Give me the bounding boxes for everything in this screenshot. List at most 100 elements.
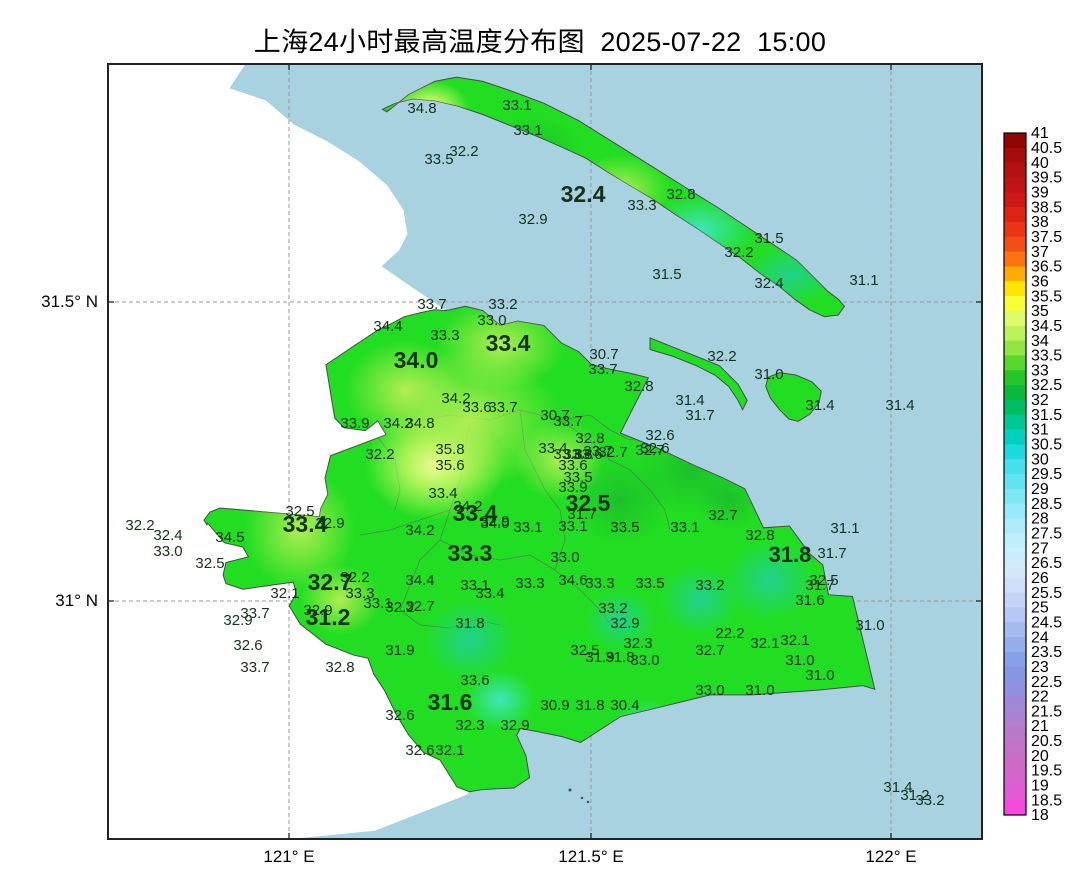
svg-text:22.2: 22.2	[715, 625, 744, 642]
svg-text:31.6: 31.6	[428, 689, 473, 715]
svg-text:32.1: 32.1	[780, 632, 809, 649]
svg-text:34.5: 34.5	[215, 529, 244, 546]
svg-text:33.7: 33.7	[417, 296, 446, 313]
svg-text:33.1: 33.1	[513, 519, 542, 536]
svg-text:32.8: 32.8	[624, 378, 653, 395]
svg-text:31.9: 31.9	[385, 642, 414, 659]
svg-text:32.2: 32.2	[340, 569, 369, 586]
svg-text:34.6: 34.6	[558, 572, 587, 589]
svg-text:32.9: 32.9	[223, 612, 252, 629]
svg-text:34.0: 34.0	[480, 515, 509, 532]
svg-text:31.8: 31.8	[455, 615, 484, 632]
svg-text:32.8: 32.8	[666, 186, 695, 203]
svg-text:32.3: 32.3	[455, 717, 484, 734]
svg-text:33.3: 33.3	[627, 197, 656, 214]
svg-text:32.9: 32.9	[518, 211, 547, 228]
svg-text:33.6: 33.6	[460, 672, 489, 689]
svg-text:32.9: 32.9	[610, 615, 639, 632]
svg-text:33.2: 33.2	[488, 296, 517, 313]
svg-text:35.8: 35.8	[435, 441, 464, 458]
svg-text:32.6: 32.6	[233, 637, 262, 654]
svg-text:30.4: 30.4	[610, 697, 639, 714]
svg-text:33.0: 33.0	[550, 549, 579, 566]
svg-text:33.7: 33.7	[553, 413, 582, 430]
svg-text:33.7: 33.7	[240, 659, 269, 676]
svg-text:31° N: 31° N	[55, 591, 98, 610]
svg-text:33.9: 33.9	[340, 415, 369, 432]
svg-text:33.4: 33.4	[486, 330, 531, 356]
svg-text:31.1: 31.1	[830, 520, 859, 537]
svg-text:34.0: 34.0	[394, 347, 439, 373]
svg-text:31.0: 31.0	[754, 366, 783, 383]
svg-text:33.3: 33.3	[585, 575, 614, 592]
svg-text:31.5° N: 31.5° N	[41, 292, 98, 311]
svg-text:32.2: 32.2	[707, 348, 736, 365]
svg-text:31.7: 31.7	[817, 545, 846, 562]
svg-text:33.3: 33.3	[430, 327, 459, 344]
svg-text:33.1: 33.1	[513, 122, 542, 139]
svg-text:32.7: 32.7	[708, 507, 737, 524]
svg-text:33.6: 33.6	[462, 399, 491, 416]
svg-text:34.4: 34.4	[405, 572, 434, 589]
svg-text:34.8: 34.8	[405, 415, 434, 432]
svg-text:34.8: 34.8	[407, 100, 436, 117]
svg-text:31.0: 31.0	[785, 652, 814, 669]
svg-text:32.9: 32.9	[315, 515, 344, 532]
svg-text:34.4: 34.4	[373, 318, 402, 335]
svg-text:31.4: 31.4	[805, 397, 834, 414]
svg-text:31.7: 31.7	[805, 577, 834, 594]
svg-text:33.0: 33.0	[477, 312, 506, 329]
svg-text:32.4: 32.4	[754, 275, 783, 292]
svg-text:32.1: 32.1	[435, 742, 464, 759]
svg-text:32.5: 32.5	[195, 555, 224, 572]
svg-text:31.1: 31.1	[849, 272, 878, 289]
svg-text:121° E: 121° E	[263, 847, 314, 866]
svg-text:33.0: 33.0	[153, 543, 182, 560]
svg-text:31.6: 31.6	[795, 592, 824, 609]
svg-text:31.0: 31.0	[745, 682, 774, 699]
svg-text:32.2: 32.2	[449, 143, 478, 160]
svg-text:121.5° E: 121.5° E	[558, 847, 623, 866]
svg-text:32.4: 32.4	[561, 181, 606, 207]
svg-text:35.6: 35.6	[435, 457, 464, 474]
svg-text:18: 18	[1031, 807, 1049, 824]
svg-text:33.7: 33.7	[588, 361, 617, 378]
svg-text:33.1: 33.1	[502, 97, 531, 114]
svg-text:32.8: 32.8	[325, 659, 354, 676]
svg-text:32.1: 32.1	[750, 635, 779, 652]
svg-text:32.6: 32.6	[405, 742, 434, 759]
svg-text:31.5: 31.5	[652, 266, 681, 283]
svg-text:32.7: 32.7	[598, 444, 627, 461]
svg-text:31.0: 31.0	[855, 617, 884, 634]
svg-text:33.5: 33.5	[610, 519, 639, 536]
svg-text:31.0: 31.0	[805, 667, 834, 684]
svg-text:30.9: 30.9	[540, 697, 569, 714]
svg-text:31.5: 31.5	[754, 230, 783, 247]
svg-text:32.7: 32.7	[405, 598, 434, 615]
svg-text:32.4: 32.4	[153, 527, 182, 544]
svg-text:33.5: 33.5	[635, 575, 664, 592]
svg-text:33.1: 33.1	[670, 519, 699, 536]
svg-text:32.2: 32.2	[365, 446, 394, 463]
svg-text:33.0: 33.0	[695, 682, 724, 699]
svg-text:33.0: 33.0	[630, 652, 659, 669]
svg-text:32.2: 32.2	[125, 517, 154, 534]
svg-text:31.4: 31.4	[885, 397, 914, 414]
svg-text:33.2: 33.2	[695, 577, 724, 594]
svg-text:32.6: 32.6	[385, 707, 414, 724]
svg-text:34.2: 34.2	[405, 522, 434, 539]
svg-text:32.9: 32.9	[500, 717, 529, 734]
svg-text:33.4: 33.4	[475, 585, 504, 602]
svg-text:33.1: 33.1	[558, 518, 587, 535]
svg-text:32.7: 32.7	[695, 642, 724, 659]
svg-text:33.7: 33.7	[488, 399, 517, 416]
svg-text:31.2: 31.2	[306, 604, 351, 630]
svg-text:33.3: 33.3	[448, 540, 493, 566]
svg-text:32.2: 32.2	[724, 244, 753, 261]
svg-text:31.8: 31.8	[769, 542, 812, 567]
svg-text:122° E: 122° E	[865, 847, 916, 866]
svg-text:33.2: 33.2	[915, 792, 944, 809]
svg-text:32.1: 32.1	[270, 585, 299, 602]
svg-text:31.7: 31.7	[685, 407, 714, 424]
svg-text:31.8: 31.8	[575, 697, 604, 714]
